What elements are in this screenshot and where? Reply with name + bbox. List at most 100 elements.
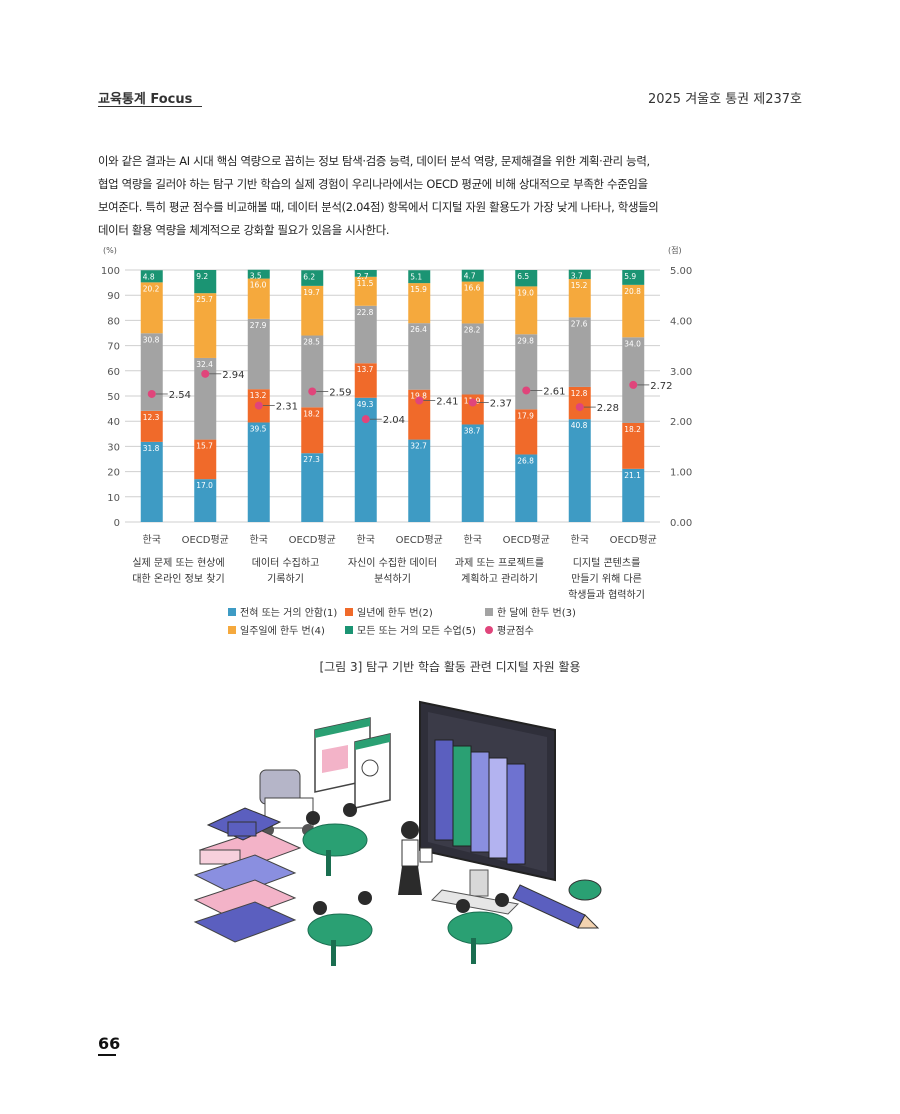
bar-segment xyxy=(354,276,377,306)
bar-value-label: 20.8 xyxy=(624,287,641,296)
average-point xyxy=(415,396,424,405)
average-point xyxy=(254,401,263,410)
y-tick-label: 50 xyxy=(107,392,120,403)
bar-value-label: 28.2 xyxy=(464,325,481,334)
bar-value-label: 16.0 xyxy=(250,281,267,290)
x-tick-label: 한국 xyxy=(357,534,375,546)
teacher-icon xyxy=(398,821,433,895)
bar-segment xyxy=(247,269,270,279)
y2-axis-unit: (점) xyxy=(668,245,682,255)
legend-swatch xyxy=(345,626,353,634)
bar-segment xyxy=(461,269,484,282)
bar-value-label: 4.7 xyxy=(464,272,476,281)
classroom-illustration xyxy=(193,700,602,966)
y-tick-label: 80 xyxy=(107,316,120,327)
legend-swatch xyxy=(228,626,236,634)
legend-swatch xyxy=(485,626,493,634)
bar-segment xyxy=(568,317,591,387)
average-value-label: 2.28 xyxy=(597,403,619,414)
bar-segment xyxy=(140,333,163,411)
average-value-label: 2.04 xyxy=(383,415,405,426)
average-value-label: 2.54 xyxy=(169,390,191,401)
bar-value-label: 11.5 xyxy=(357,279,374,288)
bar-segment xyxy=(568,279,591,318)
bar-segment xyxy=(408,323,431,390)
bar-value-label: 49.3 xyxy=(357,400,374,409)
bar-value-label: 31.8 xyxy=(143,444,160,453)
bar-value-label: 39.5 xyxy=(250,424,267,433)
bar-segment xyxy=(140,282,163,334)
header-left: 교육통계 Focus xyxy=(98,92,193,107)
legend-label: 일주일에 한두 번(4) xyxy=(240,625,325,637)
y2-tick-label: 2.00 xyxy=(670,417,692,428)
bar-value-label: 17.9 xyxy=(517,411,534,420)
bar-segment xyxy=(622,468,645,522)
bar-segment xyxy=(568,269,591,280)
bar-value-label: 15.2 xyxy=(571,281,588,290)
bar-value-label: 3.7 xyxy=(571,272,583,281)
page-number-underline xyxy=(98,1054,116,1056)
average-value-label: 2.31 xyxy=(276,402,298,413)
bar-segment xyxy=(301,335,324,408)
x-tick-label: 한국 xyxy=(571,534,589,546)
legend-label: 한 달에 한두 번(3) xyxy=(497,607,576,619)
bar-segment xyxy=(461,394,484,425)
bar-segment xyxy=(354,397,377,522)
bar-value-label: 20.2 xyxy=(143,284,160,293)
header-underline xyxy=(98,106,202,107)
y-tick-label: 90 xyxy=(107,291,120,302)
bar-segment xyxy=(247,422,270,522)
bar-value-label: 34.0 xyxy=(624,339,641,348)
average-value-label: 2.41 xyxy=(436,397,458,408)
bar-segment xyxy=(515,334,538,410)
y2-tick-label: 1.00 xyxy=(670,468,692,479)
bar-segment xyxy=(194,293,217,358)
y-tick-label: 10 xyxy=(107,493,120,504)
bar-value-label: 6.5 xyxy=(517,272,529,281)
legend-swatch xyxy=(228,608,236,616)
bar-value-label: 4.8 xyxy=(143,272,155,281)
average-value-label: 2.72 xyxy=(650,381,672,392)
bar-segment xyxy=(194,479,217,522)
paragraph-line: 협업 역량을 길러야 하는 탐구 기반 학습의 실제 경험이 우리나라에서는 O… xyxy=(98,177,648,191)
bar-segment xyxy=(194,439,217,480)
student-table-icon xyxy=(307,891,373,966)
bar-value-label: 15.7 xyxy=(196,442,213,451)
bar-segment xyxy=(515,286,538,335)
bar-segment xyxy=(568,386,591,420)
y-tick-label: 20 xyxy=(107,468,120,479)
legend-label: 전혀 또는 거의 안함(1) xyxy=(240,607,337,619)
y-tick-label: 30 xyxy=(107,442,120,453)
bar-value-label: 13.2 xyxy=(250,391,267,400)
group-label: 만들기 위해 다른 xyxy=(571,572,642,585)
body-paragraph: 이와 같은 결과는 AI 시대 핵심 역량으로 꼽히는 정보 탐색·검증 능력,… xyxy=(98,150,804,242)
bar-value-label: 12.8 xyxy=(571,389,588,398)
bar-segment xyxy=(622,422,645,469)
figure-caption: [그림 3] 탐구 기반 학습 활동 관련 디지털 자원 활용 xyxy=(319,660,581,674)
bar-value-label: 19.8 xyxy=(410,392,427,401)
bar-value-label: 2.7 xyxy=(357,272,369,281)
group-label: 실제 문제 또는 현상에 xyxy=(132,557,224,569)
bar-value-label: 32.4 xyxy=(196,360,213,369)
bar-segment xyxy=(301,407,324,454)
bar-segment xyxy=(140,441,163,522)
books-icon xyxy=(434,739,526,865)
pen-icon xyxy=(512,879,602,929)
bar-value-label: 38.7 xyxy=(464,426,481,435)
bar-value-label: 26.8 xyxy=(517,456,534,465)
window-icon xyxy=(314,717,391,809)
group-label: 데이터 수집하고 xyxy=(252,556,320,569)
x-tick-label: OECD평균 xyxy=(289,534,336,546)
bar-segment xyxy=(194,270,217,294)
bar-value-label: 15.9 xyxy=(410,285,427,294)
bar-segment xyxy=(622,270,645,285)
student-table-icon xyxy=(447,893,513,964)
bar-value-label: 21.1 xyxy=(624,471,641,480)
average-point xyxy=(575,403,584,412)
bar-value-label: 19.0 xyxy=(517,288,534,297)
bar-value-label: 27.9 xyxy=(250,321,267,330)
bar-segment xyxy=(461,281,484,324)
x-tick-label: OECD평균 xyxy=(503,534,550,546)
bar-segment xyxy=(408,283,431,324)
legend-label: 일년에 한두 번(2) xyxy=(357,607,433,619)
